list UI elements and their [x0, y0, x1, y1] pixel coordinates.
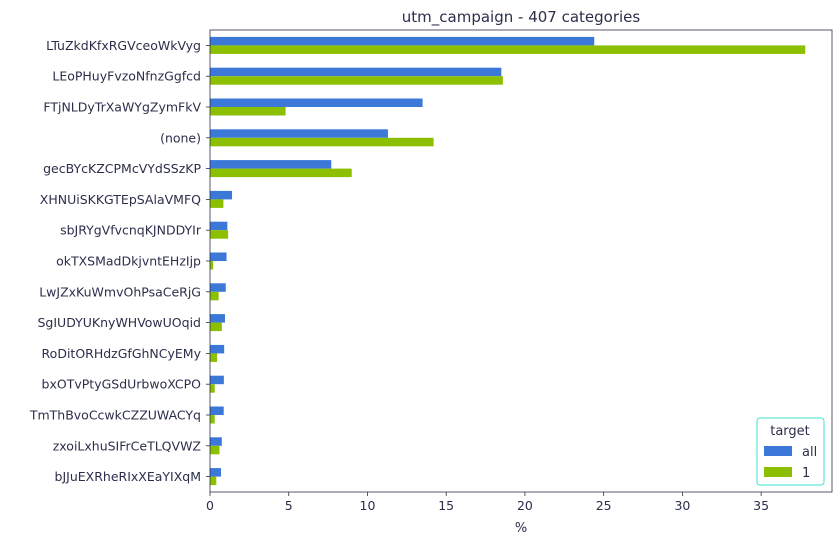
x-tick-label: 15: [438, 498, 454, 513]
bar-1-0: [210, 45, 806, 54]
y-tick-label: sbJRYgVfvcnqKJNDDYIr: [60, 223, 202, 238]
y-tick-label: LTuZkdKfxRGVceoWkVyg: [46, 38, 201, 53]
y-tick-label: bJJuEXRheRIxXEaYIXqM: [55, 469, 201, 484]
bar-all-13: [210, 437, 222, 446]
x-tick-label: 0: [206, 498, 214, 513]
x-tick-label: 5: [285, 498, 293, 513]
x-tick-label: 25: [596, 498, 612, 513]
bar-1-10: [210, 353, 218, 362]
bar-all-10: [210, 344, 225, 354]
y-tick-label: RoDitORHdzGfGhNCyEMy: [42, 346, 202, 361]
y-tick-label: (none): [160, 130, 201, 145]
y-tick-label: bxOTvPtyGSdUrbwoXCPO: [42, 377, 202, 392]
y-tick-labels: LTuZkdKfxRGVceoWkVyg LEoPHuyFvzoNfnzGgfcd…: [29, 38, 210, 484]
bar-all-0: [210, 36, 595, 46]
legend-swatch-all: [764, 446, 792, 456]
bar-1-8: [210, 291, 219, 301]
bar-all-8: [210, 283, 226, 292]
bar-1-6: [210, 230, 229, 239]
legend-title: target: [770, 424, 810, 439]
bar-1-3: [210, 137, 434, 147]
y-tick-label: zxoiLxhuSIFrCeTLQVWZ: [53, 438, 201, 453]
legend: target all 1: [756, 417, 825, 486]
bar-1-1: [210, 76, 503, 85]
bar-1-9: [210, 322, 222, 332]
x-tick-label: 10: [360, 498, 376, 513]
bar-1-13: [210, 445, 220, 455]
y-tick-label: TmThBvoCcwkCZZUWACYq: [29, 408, 201, 423]
bar-all-6: [210, 221, 228, 231]
x-axis-label: %: [515, 521, 527, 536]
bars-group: [210, 36, 806, 486]
bar-all-1: [210, 67, 502, 77]
y-tick-label: SgIUDYUKnyWHVowUOqid: [38, 315, 202, 330]
x-tick-label: 30: [674, 498, 690, 513]
bar-all-4: [210, 160, 332, 169]
y-tick-label: okTXSMadDkjvntEHzIjp: [56, 254, 201, 269]
legend-swatch-1: [764, 467, 792, 477]
chart-title: utm_campaign - 407 categories: [402, 8, 641, 27]
bar-all-5: [210, 190, 233, 200]
legend-label-all: all: [802, 445, 817, 460]
bar-all-7: [210, 252, 227, 261]
y-tick-label: LwJZxKuWmvOhPsaCeRjG: [39, 284, 201, 299]
y-tick-label: FTjNLDyTrXaWYgZymFkV: [43, 100, 201, 115]
bar-all-9: [210, 314, 225, 323]
bar-1-14: [210, 476, 217, 486]
bar-1-5: [210, 199, 224, 208]
bar-all-14: [210, 468, 222, 477]
bar-1-7: [210, 261, 214, 270]
bar-all-2: [210, 98, 423, 107]
bar-1-2: [210, 107, 286, 116]
x-tick-label: 35: [753, 498, 769, 513]
y-tick-label: LEoPHuyFvzoNfnzGgfcd: [52, 69, 201, 84]
bar-all-12: [210, 406, 224, 415]
plot-frame: [209, 29, 833, 493]
bar-all-11: [210, 375, 224, 385]
x-tick-labels: 0 5 10 15 20 25 30 35: [206, 492, 769, 513]
y-tick-label: gecBYcKZCPMcVYdSSzKP: [43, 161, 201, 176]
bar-1-12: [210, 415, 215, 424]
x-tick-label: 20: [517, 498, 533, 513]
bar-1-4: [210, 168, 352, 178]
bar-1-11: [210, 384, 215, 393]
bar-all-3: [210, 129, 388, 138]
legend-label-1: 1: [802, 466, 810, 481]
y-tick-label: XHNUiSKKGTEpSAlaVMFQ: [40, 192, 201, 207]
